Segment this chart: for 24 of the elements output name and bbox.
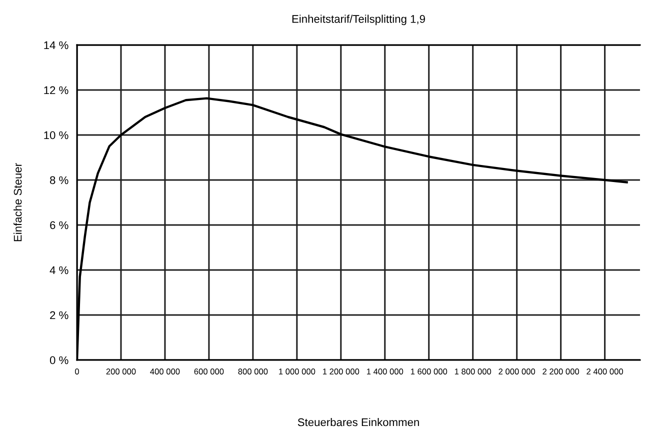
x-tick-label: 1 000 000 [279, 368, 316, 374]
x-axis-title: Steuerbares Einkommen [298, 418, 419, 426]
y-tick-label: 8 % [50, 176, 68, 184]
chart-title: Einheitstarif/Teilsplitting 1,9 [292, 14, 425, 26]
x-tick-label: 1 200 000 [323, 368, 360, 374]
y-tick-label: 0 % [50, 356, 68, 364]
y-tick-label: 2 % [50, 311, 68, 320]
y-tick-label: 14 % [44, 41, 68, 50]
x-tick-label: 2 200 000 [542, 368, 580, 374]
y-tick-label: 12 % [44, 86, 68, 94]
x-tick-label: 1 400 000 [366, 368, 404, 374]
x-tick-label: 200 000 [106, 368, 136, 374]
x-tick-label: 1 800 000 [454, 368, 492, 374]
x-tick-label: 400 000 [150, 368, 180, 374]
x-tick-label: 0 [75, 368, 79, 374]
y-tick-label: 10 % [44, 131, 68, 140]
x-tick-label: 800 000 [238, 368, 268, 374]
x-tick-label: 2 000 000 [498, 368, 536, 374]
y-tick-label: 6 % [50, 221, 68, 230]
y-tick-label: 4 % [50, 266, 68, 274]
x-tick-label: 2 400 000 [586, 368, 624, 374]
x-tick-label: 600 000 [194, 368, 224, 374]
y-axis-title: Einfache Steuer [14, 163, 22, 242]
x-tick-label: 1 600 000 [410, 368, 448, 374]
